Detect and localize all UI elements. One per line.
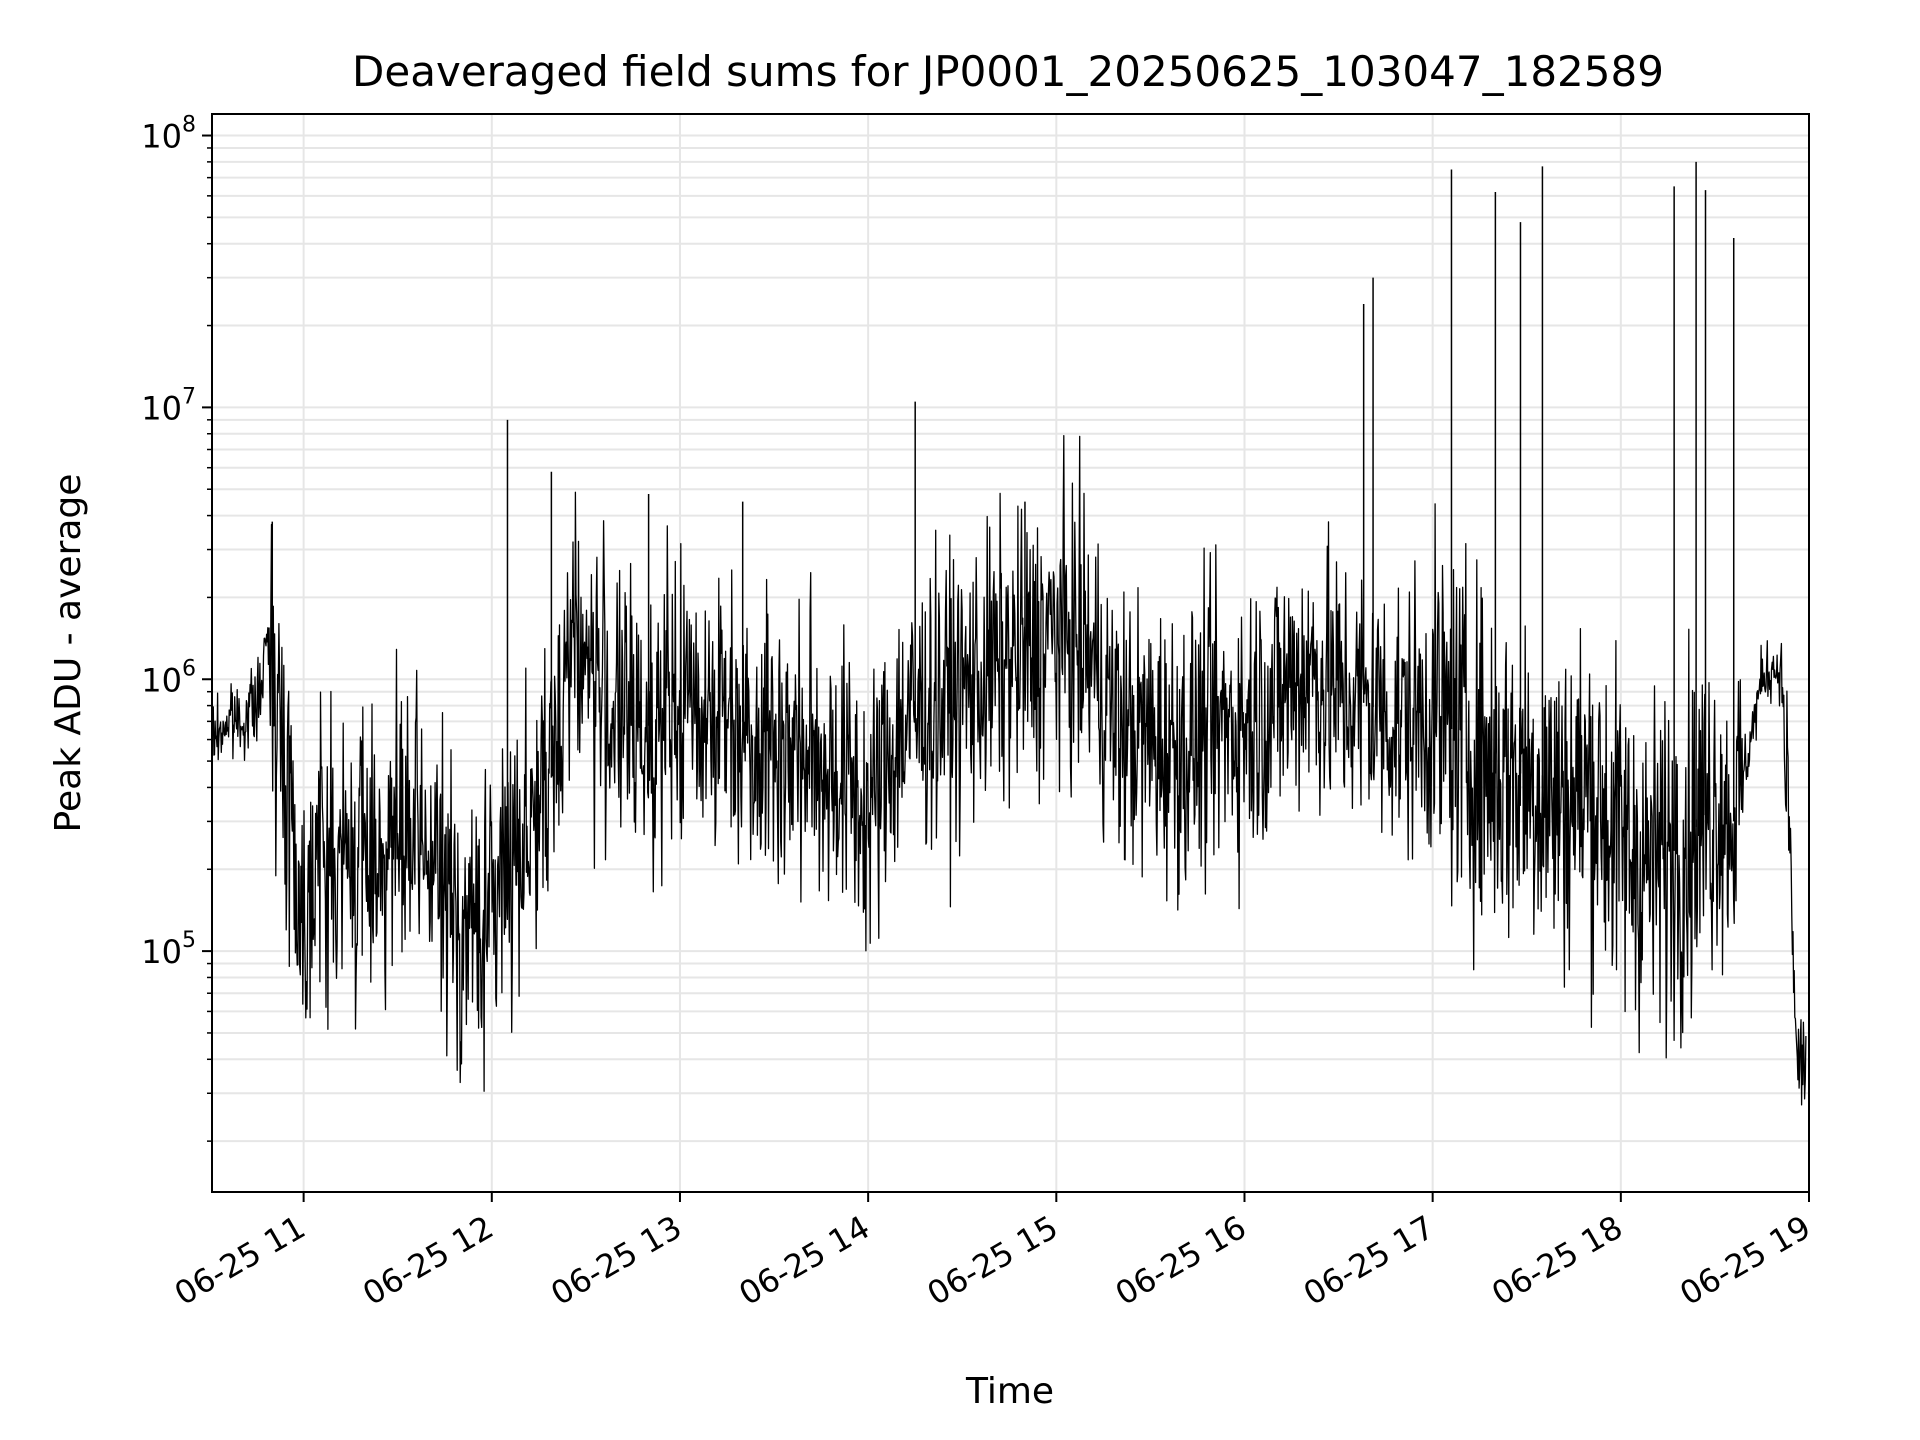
chart-title: Deaveraged field sums for JP0001_2025062… xyxy=(352,47,1664,96)
y-tick-label: 105 xyxy=(141,928,196,971)
x-axis-label: Time xyxy=(965,1371,1054,1412)
plot-frame xyxy=(211,113,1810,1193)
y-axis: 105 106 107 108 xyxy=(141,113,212,1142)
y-tick-label: 108 xyxy=(141,113,196,156)
y-axis-label: Peak ADU - average xyxy=(48,474,89,833)
y-tick-label: 106 xyxy=(141,656,196,699)
series-line xyxy=(212,435,1807,1106)
data-series xyxy=(212,161,1807,1106)
y-tick-label: 107 xyxy=(141,384,196,427)
